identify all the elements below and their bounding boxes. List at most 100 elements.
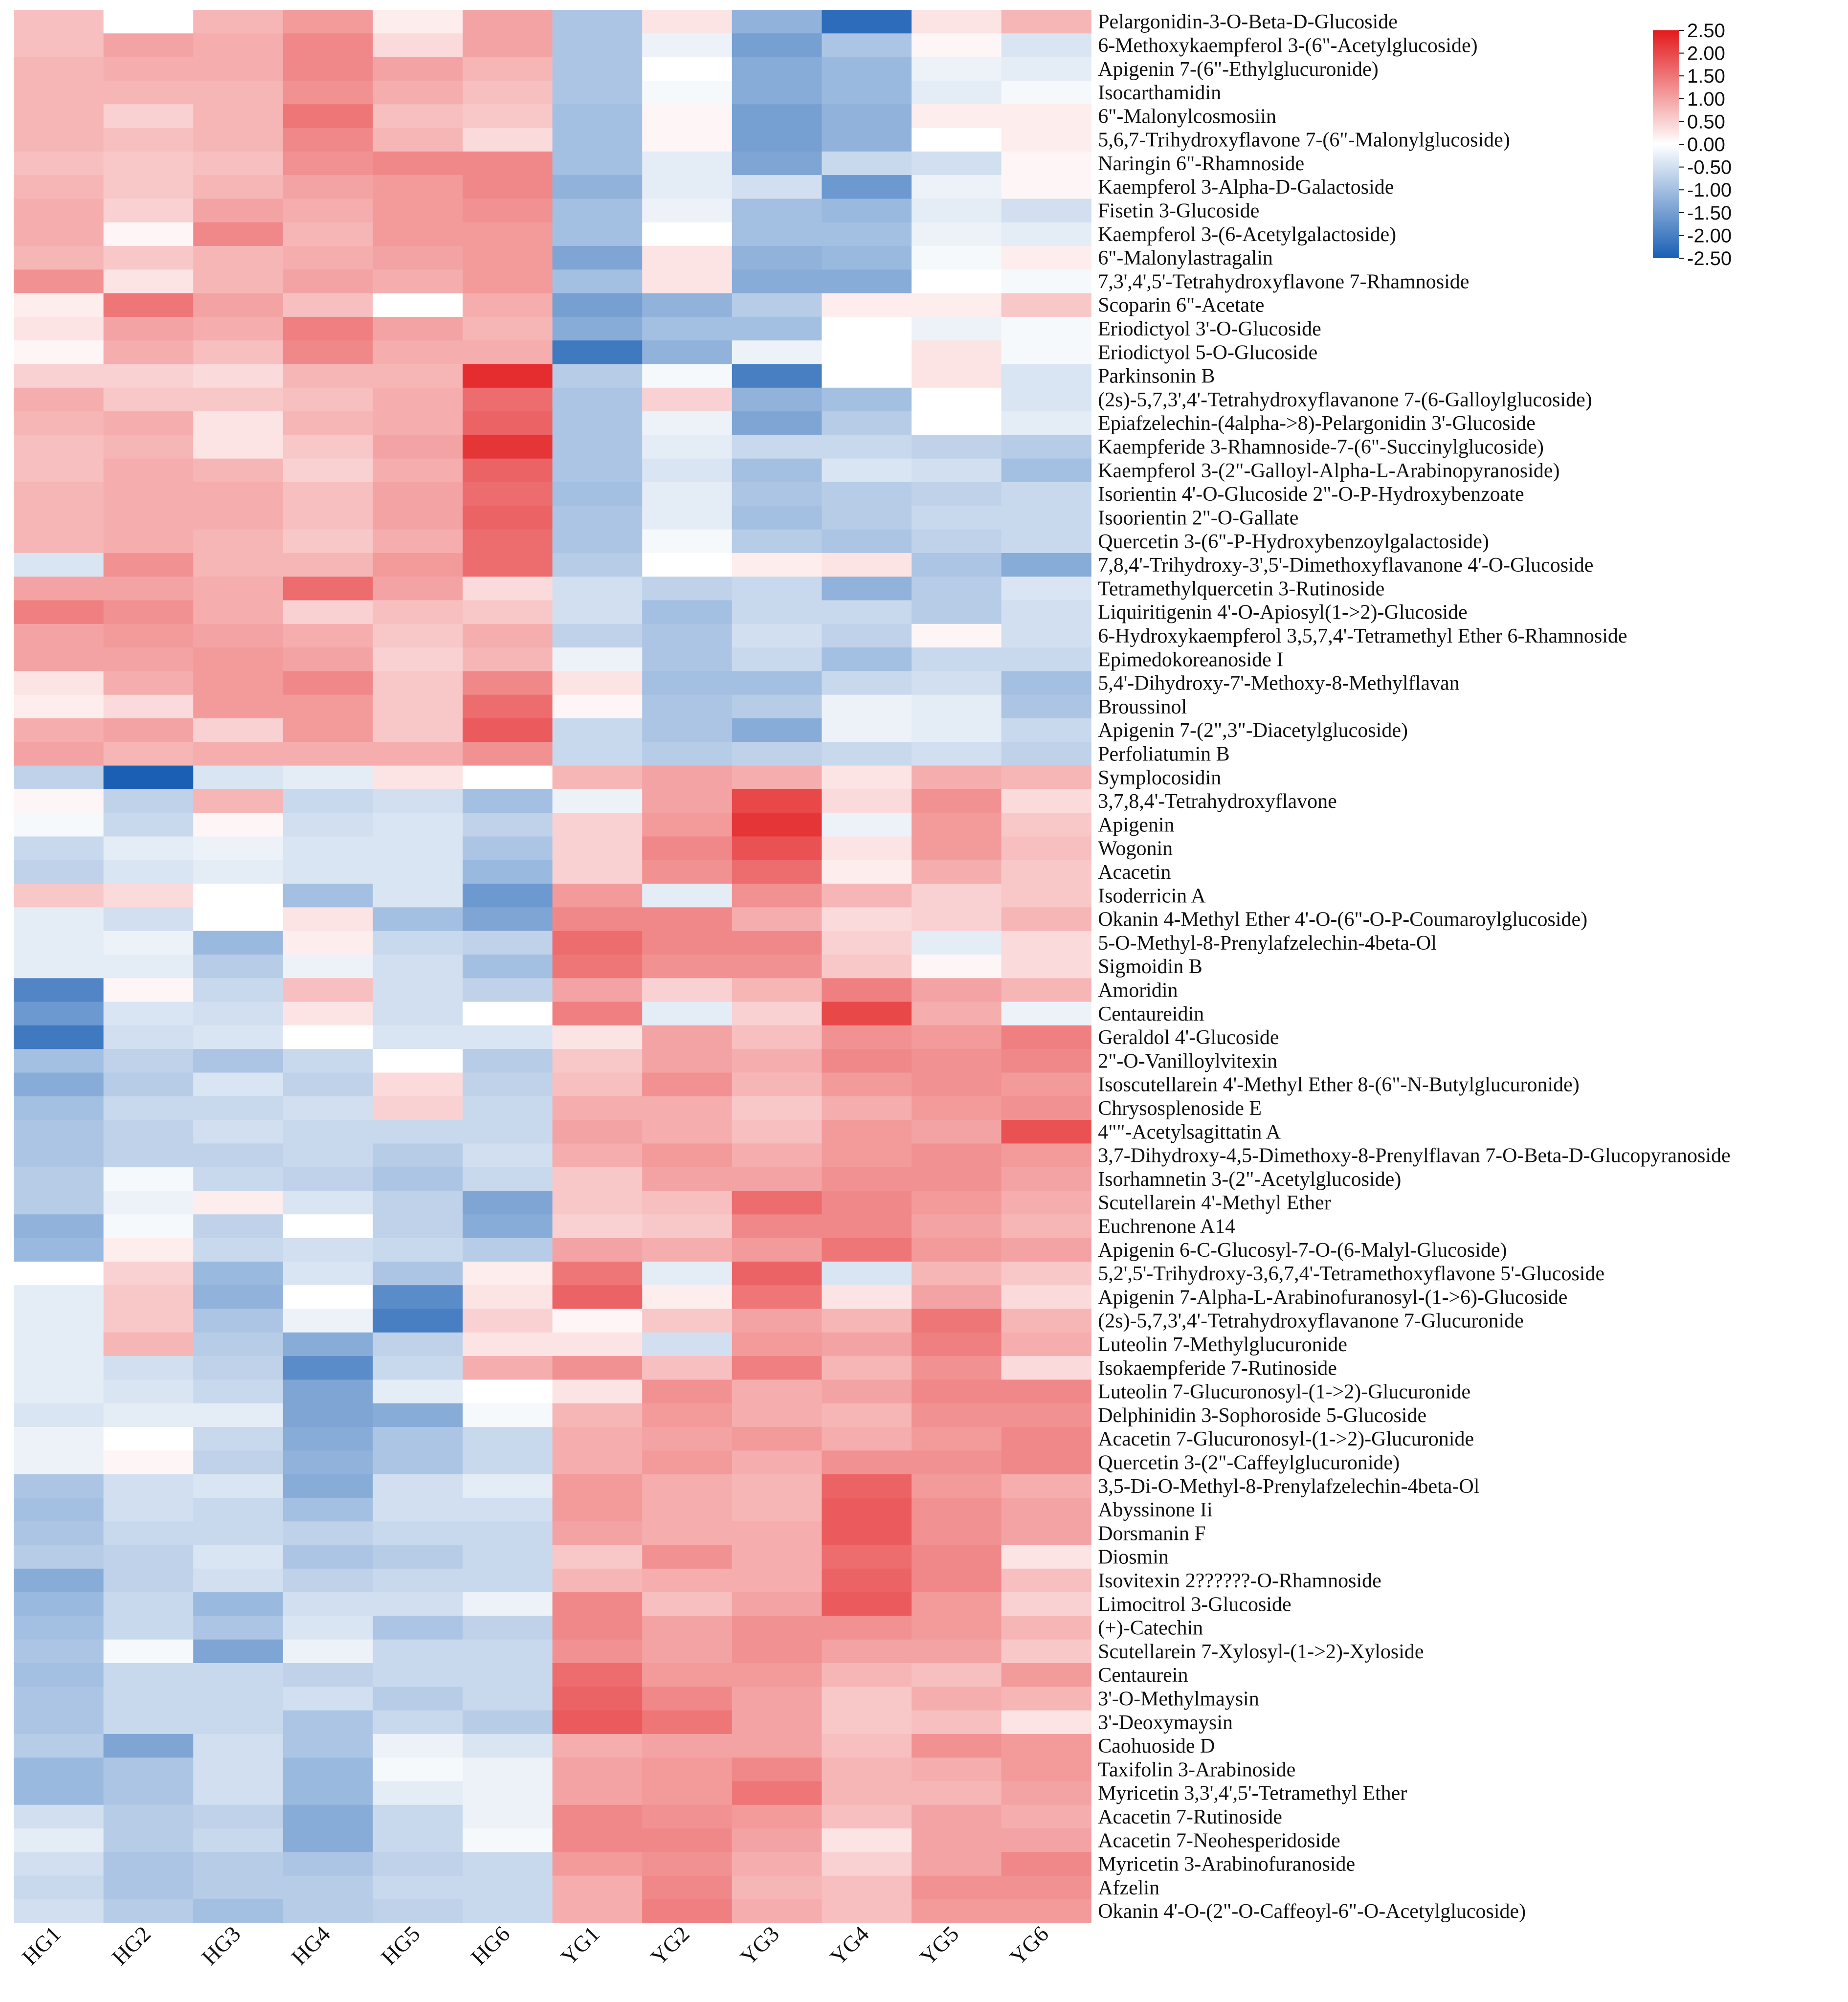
heatmap-cell [463,742,553,766]
heatmap-cell [463,1356,553,1380]
heatmap-cell [912,151,1002,176]
heatmap-cell [552,1191,643,1215]
heatmap-cell [732,765,822,790]
row-label: Isorientin 4'-O-Glucoside 2"-O-P-Hydroxy… [1098,483,1524,506]
heatmap-cell [463,1497,553,1522]
heatmap-cell [193,387,284,412]
heatmap-cell [642,1875,733,1900]
heatmap-cell [822,742,912,766]
heatmap-cell [14,80,104,105]
heatmap-cell [14,1049,104,1073]
heatmap-cell [642,1545,733,1569]
heatmap-cell [822,1521,912,1546]
heatmap-cell [912,340,1002,365]
heatmap-cell [373,671,463,695]
heatmap-cell [912,836,1002,861]
heatmap-cell [463,293,553,317]
heatmap-cell [822,387,912,412]
heatmap-cell [912,553,1002,577]
heatmap-cell [103,316,194,341]
row-label: Caohuoside D [1098,1735,1215,1757]
heatmap-cell [912,1521,1002,1546]
heatmap-cell [193,1379,284,1404]
heatmap-cell [1001,1734,1091,1758]
heatmap-cell [822,128,912,152]
heatmap-cell [283,1403,373,1427]
heatmap-cell [552,978,643,1002]
heatmap-cell [103,482,194,506]
heatmap-cell [103,199,194,223]
heatmap-cell [463,1828,553,1852]
heatmap-cell [1001,506,1091,530]
heatmap-cell [373,1450,463,1475]
heatmap-cell [193,1167,284,1191]
heatmap-cell [103,222,194,246]
heatmap-cell [14,1710,104,1735]
heatmap-cell [1001,1356,1091,1380]
heatmap-cell [552,151,643,176]
heatmap-cell [14,671,104,695]
heatmap-cell [463,1450,553,1475]
heatmap-cell [103,1757,194,1782]
heatmap-cell [373,860,463,884]
heatmap-cell [732,387,822,412]
heatmap-cell [103,1120,194,1144]
heatmap-cell [103,1214,194,1239]
row-label: Symplocosidin [1098,767,1221,789]
heatmap-cell [463,978,553,1002]
row-label: Epiafzelechin-(4alpha->8)-Pelargonidin 3… [1098,412,1536,435]
row-label: Apigenin 7-(2",3"-Diacetylglucoside) [1098,719,1408,742]
heatmap-cell [822,978,912,1002]
heatmap-cell [642,1309,733,1333]
heatmap-cell [912,1261,1002,1286]
heatmap-cell [552,1214,643,1239]
heatmap-cell [732,269,822,294]
heatmap-cell [642,269,733,294]
heatmap-cell [642,1734,733,1758]
heatmap-cell [912,1639,1002,1664]
heatmap-cell [642,931,733,955]
row-label: Quercetin 3-(6"-P-Hydroxybenzoylgalactos… [1098,531,1489,553]
heatmap-cell [1001,1214,1091,1239]
heatmap-cell [14,789,104,813]
row-label: 7,3',4',5'-Tetrahydroxyflavone 7-Rhamnos… [1098,270,1469,293]
heatmap-cell [732,1781,822,1805]
heatmap-cell [1001,1521,1091,1546]
heatmap-cell [283,222,373,246]
heatmap-cell [14,765,104,790]
heatmap-cell [14,1332,104,1357]
heatmap-cell [283,1804,373,1829]
heatmap-cell [912,1191,1002,1215]
heatmap-cell [1001,1238,1091,1262]
heatmap-cell [642,1474,733,1498]
row-label: Myricetin 3-Arabinofuranoside [1098,1853,1355,1876]
heatmap-cell [732,978,822,1002]
heatmap-cell [1001,1757,1091,1782]
row-label: Wogonin [1098,838,1173,860]
colorbar-ticks: 2.502.001.501.000.500.00-0.50-1.00-1.50-… [1679,20,1732,269]
heatmap-cell [463,1474,553,1498]
heatmap-cell [552,1497,643,1522]
column-label: YG4 [825,1921,873,1970]
heatmap-cell [912,1687,1002,1711]
heatmap-cell [283,907,373,932]
heatmap-cell [373,246,463,270]
heatmap-cell [14,836,104,861]
heatmap-cell [463,364,553,388]
heatmap-cell [103,458,194,483]
heatmap-cell [283,836,373,861]
colorbar-tick-label: 2.00 [1687,43,1725,65]
heatmap-cell [103,151,194,176]
heatmap-cell [283,1828,373,1852]
heatmap-cell [14,33,104,58]
heatmap-cell [373,742,463,766]
heatmap-cell [822,860,912,884]
heatmap-cell [642,1285,733,1310]
heatmap-cell [1001,435,1091,459]
heatmap-cell [732,1072,822,1097]
heatmap-cell [912,813,1002,837]
heatmap-cell [642,104,733,129]
heatmap-cell [822,1687,912,1711]
row-label: Acacetin 7-Glucuronosyl-(1->2)-Glucuroni… [1098,1428,1474,1450]
heatmap-cell [1001,1120,1091,1144]
